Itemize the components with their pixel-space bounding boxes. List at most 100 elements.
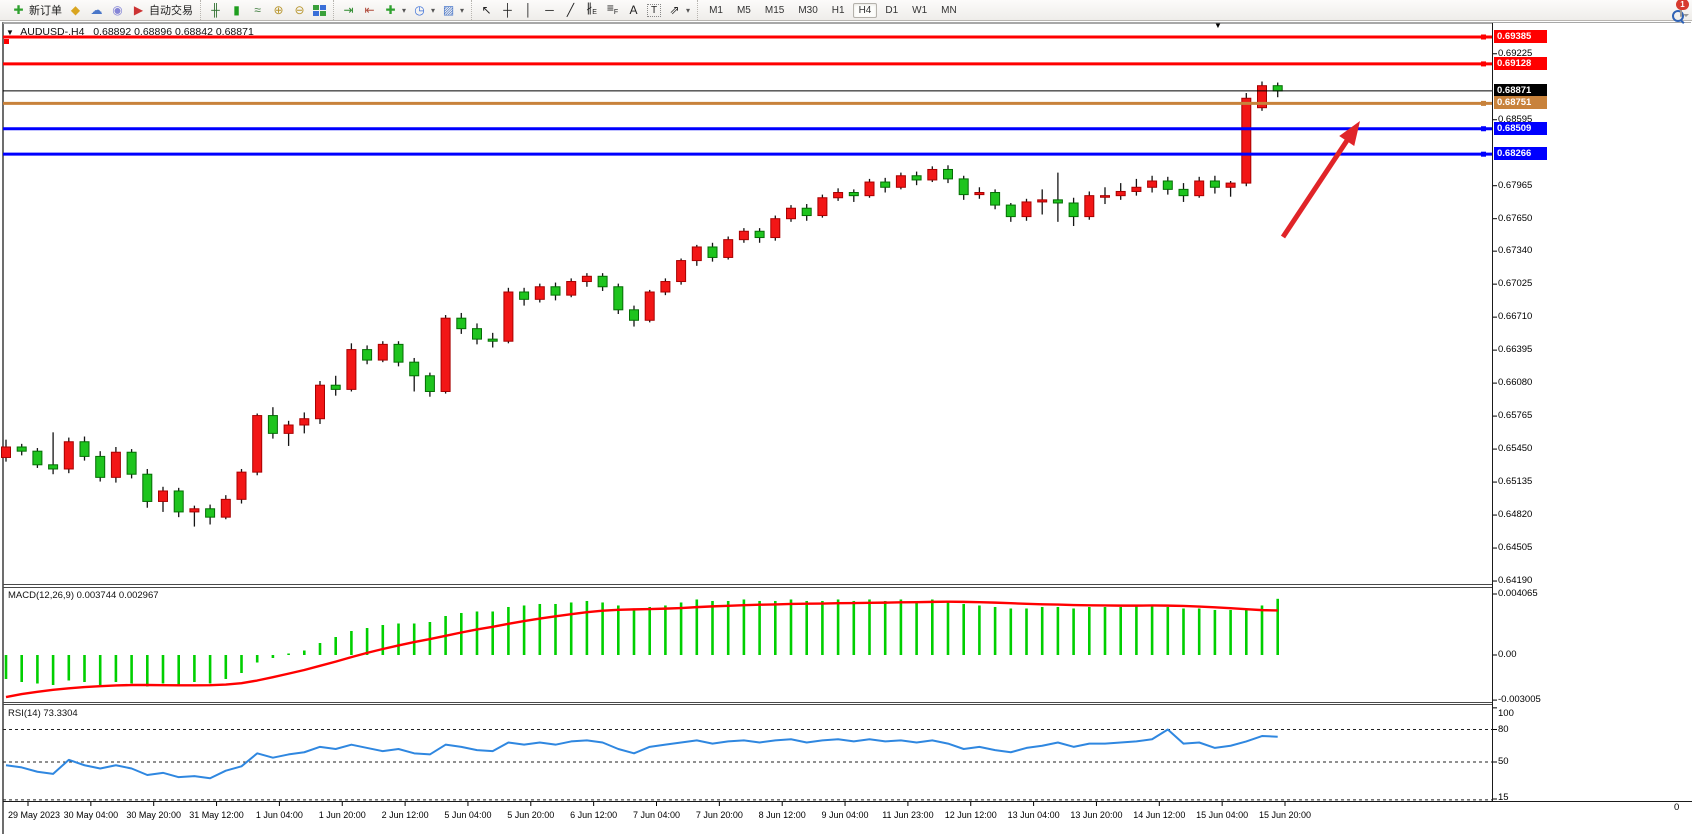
cursor-button[interactable]: ↖: [476, 2, 497, 19]
candle-body: [346, 349, 357, 390]
macd-panel-bottom-border[interactable]: [3, 702, 1492, 703]
candle-body: [707, 246, 718, 258]
chat-button[interactable]: 1: [1676, 0, 1689, 17]
candle-body: [786, 207, 796, 220]
trend-arrow-head[interactable]: [1339, 121, 1360, 146]
candle-body: [362, 349, 373, 361]
trend-arrow[interactable]: [1280, 131, 1355, 239]
timeframe-M5[interactable]: M5: [736, 4, 751, 16]
candle-body: [1241, 97, 1252, 184]
timeframe-D1[interactable]: D1: [885, 4, 899, 16]
price-label-0.68266[interactable]: 0.68266: [1494, 147, 1547, 161]
zoom-out-button[interactable]: ⊖: [289, 2, 310, 19]
timeframe-MN[interactable]: MN: [941, 4, 957, 16]
candle-body: [738, 230, 749, 241]
trendline-button[interactable]: ╱: [560, 2, 581, 19]
periods-button[interactable]: ◷ ▾: [409, 2, 438, 19]
line-handle[interactable]: [1481, 151, 1486, 157]
candle-body: [315, 384, 325, 420]
line-handle[interactable]: [1481, 61, 1486, 67]
candle-body: [534, 286, 545, 300]
chart-shift-button[interactable]: ⇤: [359, 2, 380, 19]
label-button[interactable]: T: [644, 2, 664, 19]
horizontal-line-button[interactable]: ─: [539, 2, 560, 19]
candle-body: [1209, 180, 1220, 188]
shapes-button[interactable]: ⇗ ▾: [664, 2, 693, 19]
channel-button[interactable]: ∦E: [581, 1, 602, 19]
bar-chart-icon: ╫: [211, 2, 220, 17]
text-icon: A: [629, 2, 638, 17]
candle-body: [754, 230, 765, 239]
timeframe-M15[interactable]: M15: [764, 4, 785, 16]
tile-windows-icon: [313, 4, 326, 16]
toolbar-right: 1: [1672, 0, 1689, 17]
tile-windows-button[interactable]: [310, 2, 329, 19]
timeframe-M30[interactable]: M30: [798, 4, 818, 16]
fibonacci-button[interactable]: ≡F: [602, 1, 623, 19]
indicators-button[interactable]: ✚ ▾: [380, 2, 409, 19]
macd-panel-top-border[interactable]: [3, 587, 1492, 588]
chevron-down-icon: ▾: [686, 5, 691, 15]
candle-body: [770, 218, 781, 239]
gold-icon: ◆: [70, 2, 81, 17]
line-handle[interactable]: [1481, 100, 1486, 106]
timeframe-H1[interactable]: H1: [831, 4, 845, 16]
chart-shift-icon: ⇤: [364, 2, 375, 17]
autotrade-label: 自动交易: [149, 5, 193, 17]
main-panel-top-border: [3, 23, 1492, 24]
bar-chart-button[interactable]: ╫: [205, 2, 226, 19]
new-order-label: 新订单: [29, 5, 62, 17]
candle-body: [519, 291, 530, 300]
timeframe-W1[interactable]: W1: [912, 4, 928, 16]
chat-icon: [1680, 3, 1682, 17]
candle-body: [817, 197, 828, 217]
candle-body: [581, 275, 592, 283]
candle-body: [833, 192, 844, 199]
chart-title: ▼ AUDUSD-.H4 0.68892 0.68896 0.68842 0.6…: [6, 26, 254, 38]
zoom-in-button[interactable]: ⊕: [268, 2, 289, 19]
line-chart-button[interactable]: ≈: [247, 2, 268, 19]
candle-body: [613, 286, 624, 311]
line-handle-left[interactable]: [4, 39, 9, 44]
candlestick-button[interactable]: ▮: [226, 2, 247, 19]
toolbar-group-timeframes: M1 M5 M15 M30 H1 H4 D1 W1 MN: [697, 0, 968, 20]
timeframe-M1[interactable]: M1: [709, 4, 723, 16]
price-label-0.69128[interactable]: 0.69128: [1494, 56, 1547, 70]
deposit-button[interactable]: ◆: [65, 2, 86, 19]
main-panel-bottom-border[interactable]: [3, 584, 1492, 585]
chart-window[interactable]: [2, 22, 1691, 834]
candle-body: [880, 181, 891, 188]
candle-body: [456, 317, 467, 330]
price-label-0.69385[interactable]: 0.69385: [1494, 30, 1547, 43]
candle-body: [864, 181, 875, 197]
candle-body: [126, 451, 137, 475]
signals-button[interactable]: ◉: [107, 2, 128, 19]
vertical-line-button[interactable]: │: [518, 2, 539, 19]
publish-button[interactable]: ☁: [86, 2, 107, 19]
price-label-0.68509[interactable]: 0.68509: [1494, 121, 1547, 135]
autotrade-button[interactable]: ▶ 自动交易: [128, 2, 196, 19]
candle-body: [1257, 85, 1267, 109]
templates-button[interactable]: ▨ ▾: [438, 2, 467, 19]
price-axis-line[interactable]: [1492, 23, 1493, 802]
line-handle[interactable]: [1481, 126, 1486, 132]
candle-body: [1178, 188, 1189, 197]
candle-body: [943, 168, 953, 180]
price-label-0.68751[interactable]: 0.68751: [1494, 96, 1547, 110]
line-handle[interactable]: [1481, 34, 1486, 40]
autotrade-icon: ▶: [133, 2, 144, 17]
chevron-down-icon: ▾: [402, 5, 407, 15]
crosshair-button[interactable]: ┼: [497, 2, 518, 19]
new-order-button[interactable]: ✚ 新订单: [8, 2, 65, 19]
zoom-out-icon: ⊖: [294, 2, 305, 17]
text-button[interactable]: A: [623, 2, 644, 19]
auto-scroll-button[interactable]: ⇥: [338, 2, 359, 19]
candle-body: [566, 281, 577, 296]
rsi-panel-top-border[interactable]: [3, 704, 1492, 705]
timeframe-H4[interactable]: H4: [852, 2, 878, 18]
templates-icon: ▨: [442, 2, 455, 17]
candle-body: [1068, 202, 1079, 218]
price-label-0.68871[interactable]: 0.68871: [1494, 83, 1547, 97]
